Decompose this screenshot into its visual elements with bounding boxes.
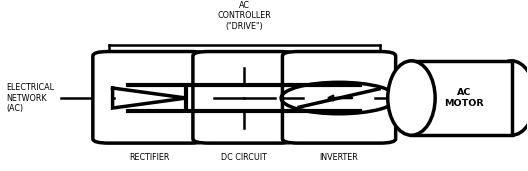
Text: DC CIRCUIT: DC CIRCUIT bbox=[221, 153, 267, 162]
Text: INVERTER: INVERTER bbox=[319, 153, 359, 162]
Bar bbox=[411, 61, 512, 135]
Text: ELECTRICAL
NETWORK
(AC): ELECTRICAL NETWORK (AC) bbox=[6, 83, 54, 113]
Ellipse shape bbox=[488, 61, 528, 135]
Ellipse shape bbox=[388, 61, 435, 135]
Text: AC
MOTOR: AC MOTOR bbox=[444, 88, 484, 108]
FancyBboxPatch shape bbox=[193, 51, 296, 143]
FancyBboxPatch shape bbox=[282, 51, 395, 143]
Text: AC
CONTROLLER
("DRIVE"): AC CONTROLLER ("DRIVE") bbox=[218, 1, 271, 31]
Text: RECTIFIER: RECTIFIER bbox=[129, 153, 169, 162]
FancyBboxPatch shape bbox=[93, 51, 206, 143]
